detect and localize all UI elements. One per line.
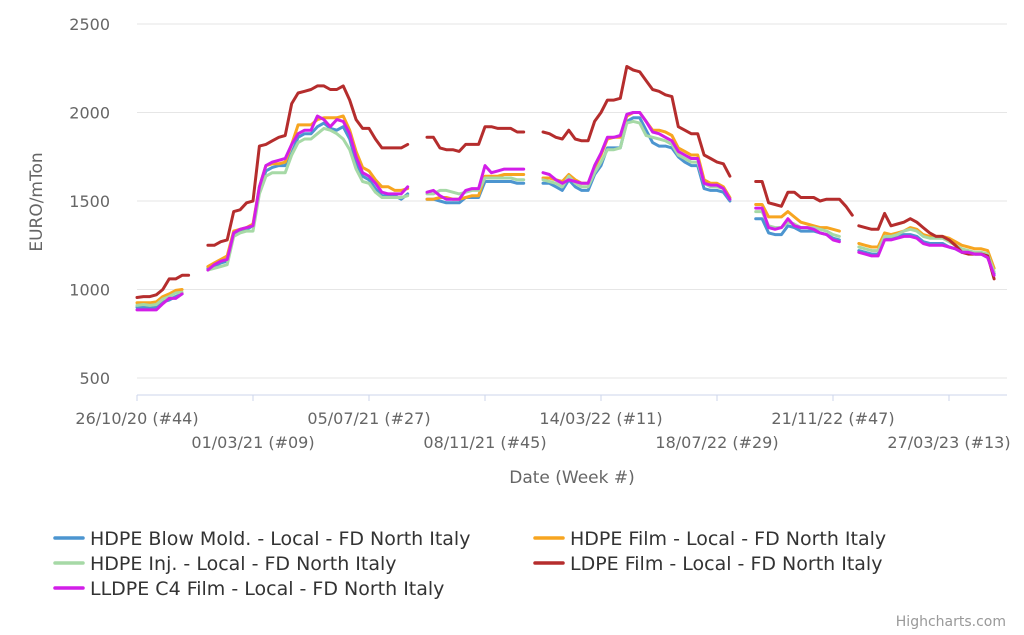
series-line-segment[interactable] [135,273,191,299]
series-line-segment[interactable] [857,234,996,277]
series-line-segment[interactable] [754,180,854,217]
series-line-segment[interactable] [541,65,732,178]
y-tick-label: 2500 [69,15,110,34]
series-line-segment[interactable] [135,288,184,305]
legend-item[interactable]: LDPE Film - Local - FD North Italy [533,553,882,575]
series-line-segment[interactable] [425,180,526,205]
legend-item[interactable]: HDPE Inj. - Local - FD North Italy [53,553,397,575]
series-line-segment[interactable] [754,203,841,233]
legend: HDPE Blow Mold. - Local - FD North Italy… [53,528,886,600]
credits-link[interactable]: Highcharts.com [896,614,1006,630]
legend-item[interactable]: HDPE Film - Local - FD North Italy [533,528,886,550]
x-tick-label: 21/11/22 (#47) [771,409,894,428]
series-line-segment[interactable] [857,227,996,274]
series-line-segment[interactable] [425,125,526,153]
x-tick-label: 01/03/21 (#09) [191,433,314,452]
series-1[interactable] [135,116,996,310]
legend-item[interactable]: HDPE Blow Mold. - Local - FD North Italy [53,528,470,550]
x-tick-label: 18/07/22 (#29) [655,433,778,452]
x-tick-label: 26/10/20 (#44) [75,409,198,428]
series-line-segment[interactable] [425,176,526,196]
y-tick-label: 1500 [69,192,110,211]
y-axis-title: EURO/mTon [27,152,47,251]
legend-label: HDPE Film - Local - FD North Italy [570,528,886,550]
series-5[interactable] [135,111,996,312]
series-line-segment[interactable] [754,206,841,244]
series-2[interactable] [135,111,996,305]
x-axis-title: Date (Week #) [509,468,635,488]
y-tick-label: 2000 [69,104,110,123]
legend-item[interactable]: LLDPE C4 Film - Local - FD North Italy [53,578,444,600]
legend-label: LDPE Film - Local - FD North Italy [570,553,882,575]
series-line-segment[interactable] [206,84,410,247]
series-line-segment[interactable] [206,126,410,272]
y-tick-label: 1000 [69,281,110,300]
x-tick-label: 08/11/21 (#45) [423,433,546,452]
series-lines [135,65,996,312]
legend-label: HDPE Inj. - Local - FD North Italy [90,553,397,575]
gridlines [137,23,1007,379]
x-tick-label: 05/07/21 (#27) [307,409,430,428]
series-line-segment[interactable] [541,116,732,203]
legend-label: LLDPE C4 Film - Local - FD North Italy [90,578,444,600]
x-tick-label: 27/03/23 (#13) [887,433,1010,452]
x-axis-ticks: 26/10/20 (#44) 01/03/21 (#09) 05/07/21 (#2… [75,395,1011,452]
x-tick-label: 14/03/22 (#11) [539,409,662,428]
series-line-segment[interactable] [206,121,410,270]
y-axis-ticks: 500 1000 1500 2000 2500 [69,15,110,388]
series-line-segment[interactable] [206,114,410,272]
series-line-segment[interactable] [135,290,184,307]
series-line-segment[interactable] [135,292,184,312]
y-tick-label: 500 [79,369,110,388]
series-line-segment[interactable] [541,111,732,201]
series-line-segment[interactable] [425,164,526,201]
legend-label: HDPE Blow Mold. - Local - FD North Italy [90,528,470,550]
series-3[interactable] [135,119,996,307]
